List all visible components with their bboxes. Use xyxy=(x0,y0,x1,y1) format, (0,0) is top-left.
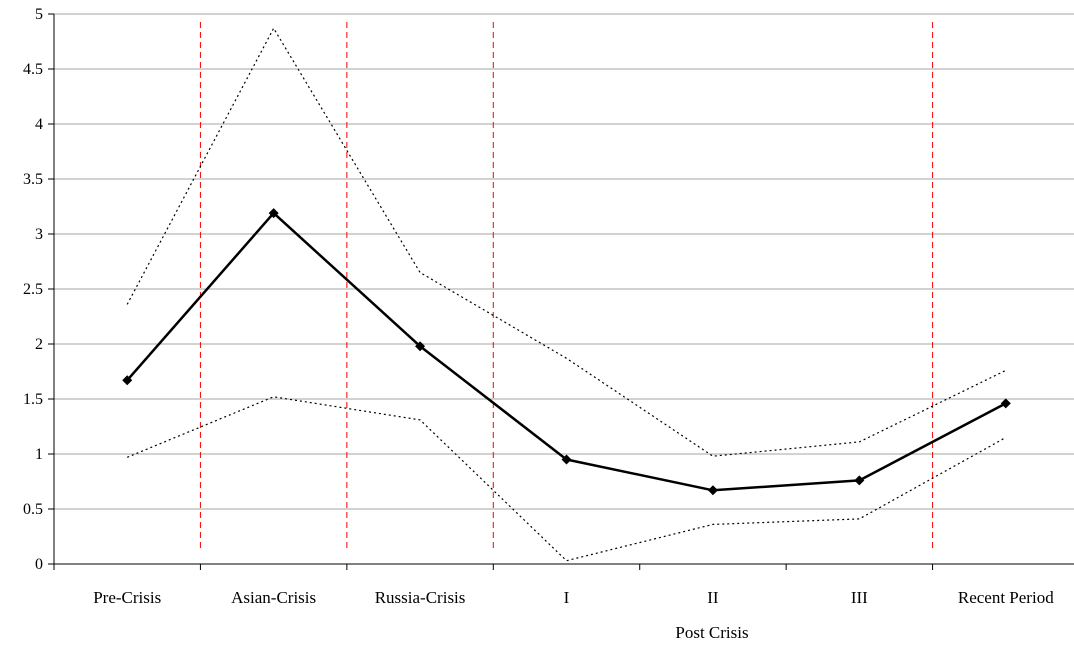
x-tick-label: III xyxy=(851,588,868,607)
data-point xyxy=(707,485,718,496)
y-tick-label: 3.5 xyxy=(23,171,43,188)
series-line-1 xyxy=(126,27,1007,457)
series-line-2 xyxy=(126,396,1007,562)
y-tick-label: 2 xyxy=(35,336,43,353)
data-point xyxy=(415,341,426,352)
x-tick-label: Russia-Crisis xyxy=(375,588,466,607)
x-tick-label: I xyxy=(564,588,570,607)
axis-labels: 0 0.5 1 1.5 2 2.5 3 3.5 4 4.5 5 Pre-Crisis Asian-Cri… xyxy=(23,6,1054,607)
y-tick-label: 4 xyxy=(35,116,43,133)
x-group-label: Post Crisis xyxy=(675,623,748,642)
period-separators xyxy=(199,22,934,552)
y-tick-label: 2.5 xyxy=(23,281,43,298)
y-tick-label: 3 xyxy=(35,226,43,243)
y-tick-label: 5 xyxy=(35,6,43,23)
gridlines xyxy=(54,13,1074,510)
series-line-0 xyxy=(126,211,1007,492)
data-point xyxy=(268,208,279,219)
x-tick-label: Pre-Crisis xyxy=(93,588,161,607)
y-tick-label: 1 xyxy=(35,446,43,463)
y-tick-label: 1.5 xyxy=(23,391,43,408)
series-layer xyxy=(122,27,1011,562)
data-point xyxy=(1000,398,1011,409)
axes xyxy=(48,13,1074,570)
y-tick-label: 0 xyxy=(35,556,43,573)
x-tick-label: Recent Period xyxy=(958,588,1054,607)
y-tick-label: 0.5 xyxy=(23,501,43,518)
data-point xyxy=(122,375,133,386)
y-tick-label: 4.5 xyxy=(23,61,43,78)
data-point xyxy=(561,454,572,465)
x-tick-label: II xyxy=(707,588,719,607)
x-tick-label: Asian-Crisis xyxy=(231,588,316,607)
data-point xyxy=(854,475,865,486)
